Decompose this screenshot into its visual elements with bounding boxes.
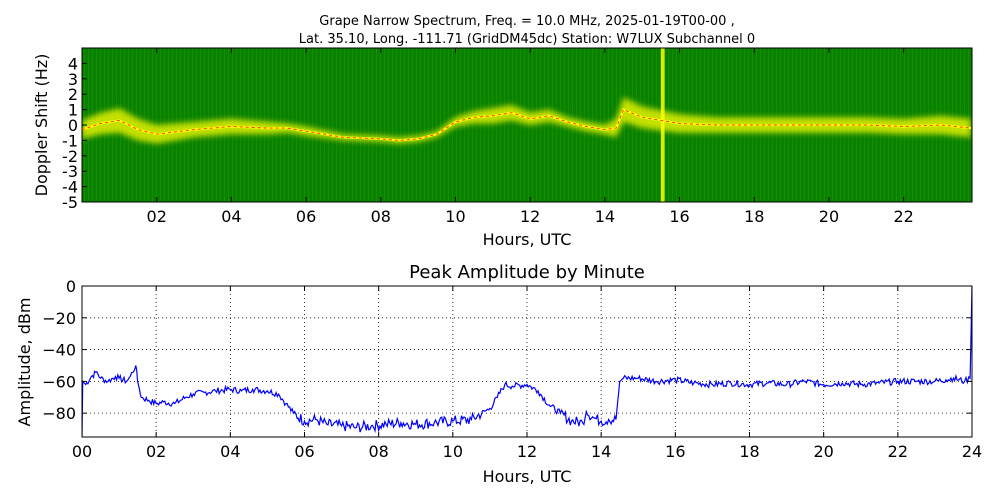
- spectrogram-y-tick-label: -1: [62, 131, 78, 150]
- amplitude-x-tick-label: 14: [591, 442, 611, 461]
- amplitude-x-tick-label: 00: [72, 442, 92, 461]
- amplitude-y-tick-label: 0: [66, 277, 76, 296]
- amplitude-y-tick-label: −60: [42, 372, 76, 391]
- amplitude-x-tick-label: 04: [220, 442, 240, 461]
- spectrogram-x-tick-label: 20: [819, 207, 839, 226]
- figure-title-line2: Lat. 35.10, Long. -111.71 (GridDM45dc) S…: [299, 32, 755, 47]
- figure-title-line1: Grape Narrow Spectrum, Freq. = 10.0 MHz,…: [319, 14, 734, 29]
- amplitude-x-tick-label: 22: [888, 442, 908, 461]
- spectrogram-y-tick-label: 4: [68, 54, 78, 73]
- amplitude-panel: Peak Amplitude by Minute 00 02 04 06 08 10 12 1…: [15, 262, 982, 486]
- spectrogram-y-tick-label: 0: [68, 116, 78, 135]
- amplitude-x-tick-label: 02: [146, 442, 166, 461]
- spectrogram-x-tick-label: 18: [744, 207, 764, 226]
- amplitude-x-tick-label: 18: [739, 442, 759, 461]
- spectrogram-ylabel: Doppler Shift (Hz): [32, 54, 51, 197]
- amplitude-ylabel: Amplitude, dBm: [15, 298, 34, 427]
- spectrogram-y-tick-label: -4: [62, 178, 78, 197]
- spectrogram-y-tick-label: 2: [68, 85, 78, 104]
- spectrogram-x-ticks: 02 04 06 08 10 12 14 16 18 20 22: [147, 48, 914, 226]
- spectrogram-x-tick-label: 06: [296, 207, 316, 226]
- amplitude-x-tick-label: 06: [294, 442, 314, 461]
- amplitude-x-tick-label: 16: [665, 442, 685, 461]
- amplitude-x-tick-label: 24: [962, 442, 982, 461]
- spectrogram-x-tick-label: 02: [147, 207, 167, 226]
- spectrogram-bright-band: [660, 48, 665, 202]
- amplitude-x-tick-label: 12: [517, 442, 537, 461]
- spectrogram-x-tick-label: 16: [669, 207, 689, 226]
- amplitude-grid: [82, 286, 972, 437]
- spectrogram-y-tick-label: 3: [68, 70, 78, 89]
- amplitude-x-ticks: 00 02 04 06 08 10 12 14 16 18 20 22 24: [72, 286, 982, 461]
- amplitude-y-tick-label: −20: [42, 309, 76, 328]
- spectrogram-x-tick-label: 12: [520, 207, 540, 226]
- spectrogram-x-tick-label: 10: [445, 207, 465, 226]
- amplitude-x-tick-label: 10: [443, 442, 463, 461]
- amplitude-y-ticks: 0 −20 −40 −60 −80: [42, 277, 972, 423]
- spectrogram-xlabel: Hours, UTC: [483, 230, 572, 249]
- spectrogram-y-tick-label: 1: [68, 101, 78, 120]
- spectrogram-x-tick-label: 22: [893, 207, 913, 226]
- spectrogram-y-tick-label: -3: [62, 162, 78, 181]
- spectrogram-x-tick-label: 04: [221, 207, 241, 226]
- spectrogram-doppler-trace: [82, 108, 972, 142]
- spectrogram-y-tick-label: -2: [62, 147, 78, 166]
- spectrogram-y-tick-label: -5: [62, 193, 78, 212]
- spectrogram-bright-band-rect: [660, 48, 665, 202]
- spectrogram-x-tick-label: 14: [595, 207, 615, 226]
- amplitude-x-tick-label: 20: [813, 442, 833, 461]
- amplitude-xlabel: Hours, UTC: [483, 467, 572, 486]
- amplitude-y-tick-label: −80: [42, 404, 76, 423]
- amplitude-y-tick-label: −40: [42, 341, 76, 360]
- amplitude-series-line: [82, 286, 972, 437]
- amplitude-plot-area: [82, 286, 972, 437]
- spectrogram-x-tick-label: 08: [371, 207, 391, 226]
- amplitude-x-tick-label: 08: [368, 442, 388, 461]
- amplitude-title: Peak Amplitude by Minute: [409, 262, 645, 283]
